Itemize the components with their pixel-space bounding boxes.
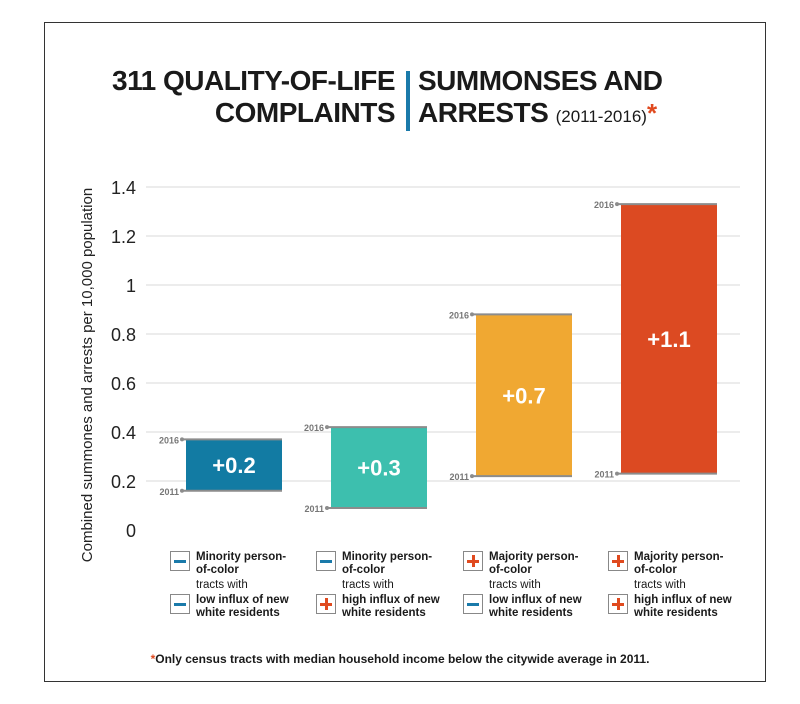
- bar-bottom-dot: [325, 505, 329, 510]
- title-asterisk: *: [646, 98, 657, 128]
- chart-title: 311 QUALITY-OF-LIFE COMPLAINTS SUMMONSES…: [0, 65, 800, 135]
- title-right: SUMMONSES AND ARRESTS (2011-2016)*: [418, 65, 663, 133]
- category-line2: of-color: [489, 564, 532, 576]
- bar-bottom-dot: [180, 488, 184, 493]
- category-line2: of-color: [634, 564, 677, 576]
- chart-frame: [44, 22, 766, 682]
- y-tick-label: 0.2: [111, 472, 136, 492]
- category-label-1: Minority person-of-color tracts with low i…: [170, 551, 320, 624]
- y-tick-label: 1.2: [111, 227, 136, 247]
- bar-bottom-dot: [470, 474, 474, 479]
- y-tick-label: 1.4: [111, 178, 136, 198]
- bar-data-label: +0.7: [502, 383, 545, 408]
- bar: [331, 427, 427, 508]
- category-line4: low influx of new: [196, 594, 289, 606]
- y-tick-label: 0.4: [111, 423, 136, 443]
- plus-icon: [608, 594, 628, 614]
- bar-end-year-label: 2016: [159, 435, 179, 445]
- footnote-text: Only census tracts with median household…: [155, 652, 650, 666]
- bar-start-year-label: 2011: [449, 472, 469, 482]
- category-line5: white residents: [489, 607, 573, 619]
- category-label-4: Majority person-of-color tracts with high …: [608, 551, 758, 624]
- bar: [476, 314, 572, 477]
- bar: [186, 439, 282, 491]
- category-label-2: Minority person-of-color tracts with high …: [316, 551, 466, 624]
- minus-icon: [170, 594, 190, 614]
- category-line5: white residents: [196, 607, 280, 619]
- bar-top-dot: [325, 425, 329, 430]
- y-tick-label: 0: [126, 521, 136, 541]
- bar-end-year-label: 2016: [594, 200, 614, 210]
- category-line5: white residents: [634, 607, 718, 619]
- category-line3: tracts with: [196, 579, 248, 591]
- category-line4: high influx of new: [342, 594, 440, 606]
- bar-top-dot: [180, 437, 184, 442]
- category-line3: tracts with: [634, 579, 686, 591]
- title-left-line2: COMPLAINTS: [214, 97, 396, 128]
- bar-end-year-label: 2016: [304, 423, 324, 433]
- bar-bottom-dot: [615, 471, 619, 476]
- bar-start-year-label: 2011: [159, 487, 179, 497]
- category-label-3: Majority person-of-color tracts with low i…: [463, 551, 613, 624]
- category-line2: of-color: [342, 564, 385, 576]
- minus-icon: [316, 551, 336, 571]
- plus-icon: [463, 551, 483, 571]
- category-line3: tracts with: [342, 579, 394, 591]
- bar-top-dot: [615, 202, 619, 207]
- plus-icon: [608, 551, 628, 571]
- title-right-line2: ARRESTS: [418, 97, 549, 128]
- title-left: 311 QUALITY-OF-LIFE COMPLAINTS: [112, 65, 395, 129]
- footnote-asterisk: *: [150, 652, 156, 666]
- bar-start-year-label: 2011: [594, 470, 614, 480]
- category-line1: Minority person-: [342, 551, 433, 563]
- category-line2: of-color: [196, 564, 239, 576]
- bar-data-label: +1.1: [647, 327, 690, 352]
- footnote: *Only census tracts with median househol…: [0, 652, 800, 666]
- minus-icon: [170, 551, 190, 571]
- bar: [621, 204, 717, 474]
- category-line3: tracts with: [489, 579, 541, 591]
- category-line1: Minority person-: [196, 551, 287, 563]
- category-line1: Majority person-: [634, 551, 724, 563]
- category-line4: high influx of new: [634, 594, 732, 606]
- bar-end-year-label: 2016: [449, 310, 469, 320]
- category-line5: white residents: [342, 607, 426, 619]
- bar-start-year-label: 2011: [304, 504, 324, 514]
- y-tick-label: 0.8: [111, 325, 136, 345]
- y-tick-label: 0.6: [111, 374, 136, 394]
- category-line1: Majority person-: [489, 551, 579, 563]
- bar-top-dot: [470, 312, 474, 317]
- plus-icon: [316, 594, 336, 614]
- title-right-line1: SUMMONSES AND: [418, 65, 663, 96]
- y-axis-label: Combined summones and arrests per 10,000…: [79, 188, 96, 562]
- minus-icon: [463, 594, 483, 614]
- bar-data-label: +0.2: [212, 453, 255, 478]
- title-left-line1: 311 QUALITY-OF-LIFE: [112, 65, 395, 96]
- bar-data-label: +0.3: [357, 456, 400, 481]
- y-tick-label: 1: [126, 276, 136, 296]
- title-years: (2011-2016): [555, 107, 647, 126]
- category-line4: low influx of new: [489, 594, 582, 606]
- title-divider: [406, 71, 410, 131]
